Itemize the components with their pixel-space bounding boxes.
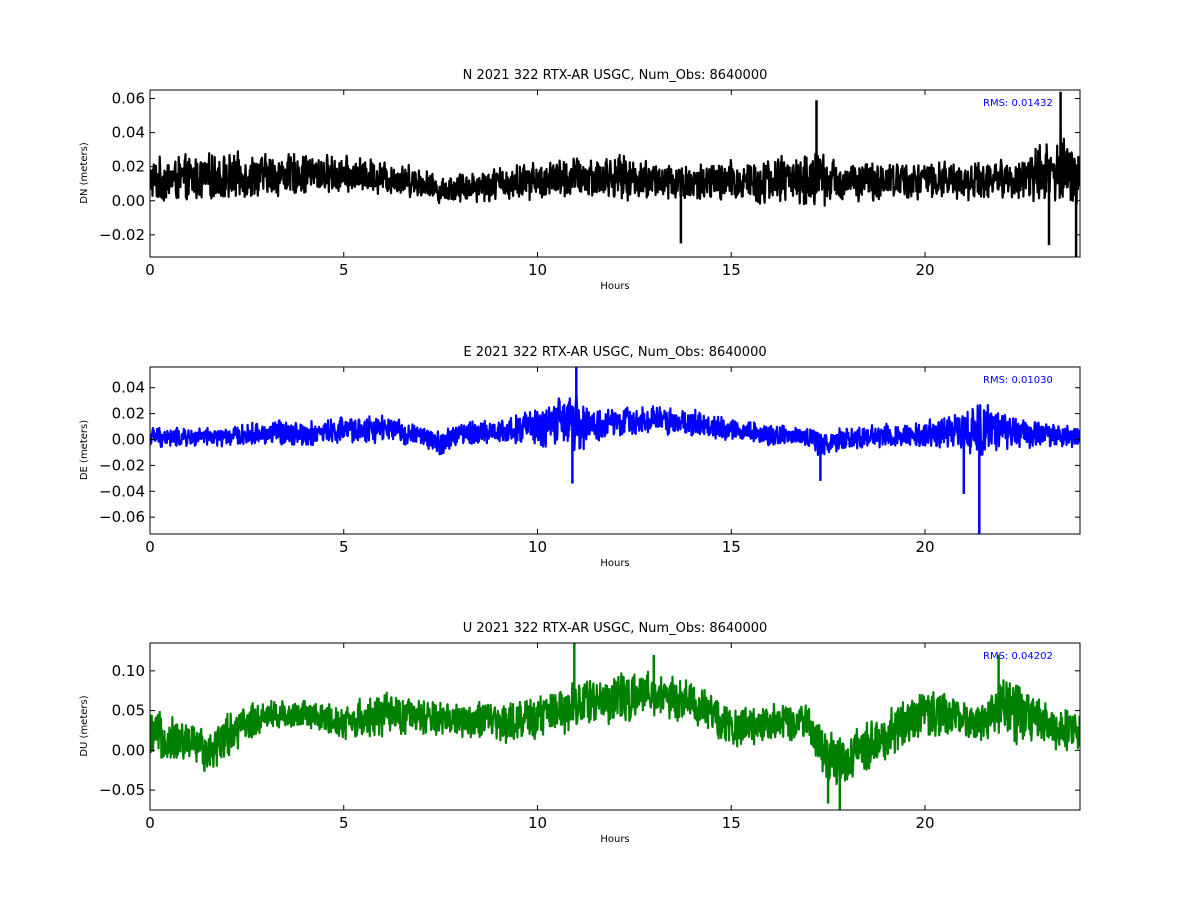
y-tick-label: −0.02: [99, 226, 145, 244]
x-tick-label: 10: [528, 261, 547, 279]
x-tick-label: 10: [528, 814, 547, 832]
x-tick-label: 0: [145, 538, 155, 556]
x-axis-ticks: 0 5 10 15 20: [145, 90, 935, 279]
plot-area: [150, 91, 1080, 257]
axes-frame: [149, 89, 1081, 258]
y-tick-label: 0.04: [112, 124, 145, 142]
y-axis-label: DE (meters): [79, 420, 90, 480]
y-tick-label: 0.02: [112, 405, 145, 423]
panel-title: N 2021 322 RTX-AR USGC, Num_Obs: 8640000: [463, 68, 768, 83]
x-tick-label: 15: [722, 538, 741, 556]
y-tick-label: −0.04: [99, 482, 145, 500]
x-tick-label: 20: [915, 261, 934, 279]
x-tick-label: 10: [528, 538, 547, 556]
y-tick-label: 0.00: [112, 192, 145, 210]
x-axis-label: Hours: [600, 558, 629, 569]
panel-title: E 2021 322 RTX-AR USGC, Num_Obs: 8640000: [463, 345, 766, 360]
x-tick-label: 5: [339, 261, 349, 279]
y-tick-label: 0.00: [112, 430, 145, 448]
panel-east: E 2021 322 RTX-AR USGC, Num_Obs: 8640000…: [79, 345, 1081, 569]
panel-title: U 2021 322 RTX-AR USGC, Num_Obs: 8640000: [463, 621, 768, 636]
x-axis-label: Hours: [600, 281, 629, 292]
panel-north: N 2021 322 RTX-AR USGC, Num_Obs: 8640000…: [79, 68, 1081, 292]
y-axis-ticks: −0.05 0.00 0.05 0.10: [99, 662, 1080, 799]
y-axis-ticks: −0.06 −0.04 −0.02 0.00 0.02 0.04: [99, 379, 1080, 526]
panel-up: U 2021 322 RTX-AR USGC, Num_Obs: 8640000…: [79, 621, 1081, 845]
x-tick-label: 15: [722, 814, 741, 832]
rms-annotation: RMS: 0.04202: [983, 651, 1053, 662]
series-line: [150, 132, 1080, 207]
y-tick-label: 0.02: [112, 158, 145, 176]
y-tick-label: −0.02: [99, 456, 145, 474]
y-tick-label: −0.05: [99, 781, 145, 799]
plot-area: [150, 643, 1080, 810]
rms-annotation: RMS: 0.01030: [983, 375, 1053, 386]
y-tick-label: 0.00: [112, 741, 145, 759]
x-axis-label: Hours: [600, 834, 629, 845]
y-axis-label: DU (meters): [79, 695, 90, 756]
axes-frame: [149, 366, 1081, 535]
x-tick-label: 5: [339, 814, 349, 832]
y-tick-label: 0.04: [112, 379, 145, 397]
y-tick-label: 0.06: [112, 90, 145, 108]
x-axis-ticks: 0 5 10 15 20: [145, 643, 935, 832]
y-axis-label: DN (meters): [79, 142, 90, 204]
y-tick-label: −0.06: [99, 508, 145, 526]
plot-area: [150, 367, 1080, 534]
y-axis-ticks: −0.02 0.00 0.02 0.04 0.06: [99, 90, 1080, 244]
x-tick-label: 5: [339, 538, 349, 556]
series-line: [150, 670, 1080, 786]
series-line: [150, 394, 1080, 457]
x-tick-label: 0: [145, 261, 155, 279]
y-tick-label: 0.10: [112, 662, 145, 680]
x-tick-label: 20: [915, 538, 934, 556]
x-tick-label: 20: [915, 814, 934, 832]
x-tick-label: 0: [145, 814, 155, 832]
y-tick-label: 0.05: [112, 702, 145, 720]
x-axis-ticks: 0 5 10 15 20: [145, 367, 935, 556]
axes-frame: [149, 642, 1081, 811]
x-tick-label: 15: [722, 261, 741, 279]
rms-annotation: RMS: 0.01432: [983, 98, 1053, 109]
